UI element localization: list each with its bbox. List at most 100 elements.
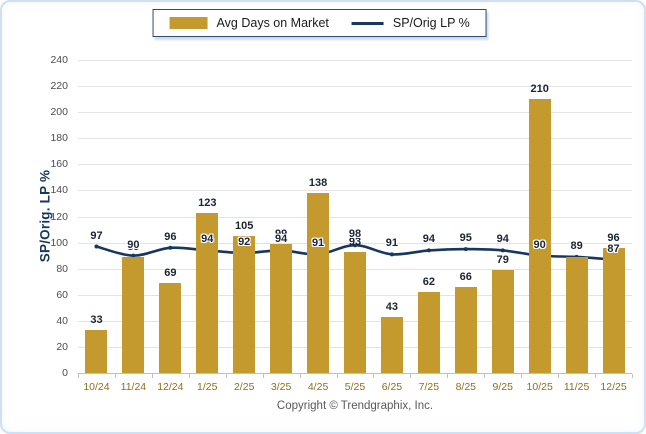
bar-3/25	[270, 243, 293, 373]
x-axis-tickmark	[632, 374, 633, 378]
y-tick-label-80: 80	[56, 262, 68, 275]
x-axis-tickmark	[558, 374, 560, 378]
line-value-label-8/25: 95	[459, 232, 472, 245]
bar-12/25	[602, 247, 625, 373]
x-axis-tickmark	[521, 374, 523, 378]
gridline-120	[78, 216, 632, 218]
bar-2/25	[233, 236, 256, 373]
gridline-240	[78, 60, 632, 61]
x-axis-tickmark	[484, 374, 486, 378]
y-tick-label-200: 200	[50, 106, 68, 119]
line-point-11/24	[131, 253, 136, 258]
bar-6/25	[380, 316, 403, 373]
line-point-8/25	[463, 247, 468, 252]
line-value-label-11/25: 89	[570, 239, 583, 252]
bar-10/24	[85, 329, 108, 373]
line-value-label-12/25: 87	[607, 242, 620, 255]
line-value-label-11/24: 90	[127, 238, 140, 251]
x-tick-label-2/25: 2/25	[233, 381, 255, 393]
bar-value-label-9/25: 79	[496, 253, 509, 266]
y-tick-label-20: 20	[56, 340, 68, 353]
line-series-label: SP/Orig LP %	[392, 16, 470, 30]
x-tick-label-12/25: 12/25	[600, 381, 627, 393]
y-tick-label-60: 60	[56, 288, 68, 301]
bar-5/25	[344, 251, 366, 373]
line-value-label-2/25: 92	[238, 236, 251, 249]
line-value-label-4/25: 91	[311, 237, 325, 250]
bar-value-label-10/24: 33	[90, 313, 103, 326]
x-tick-label-7/25: 7/25	[418, 381, 440, 393]
line-value-label-5/25: 98	[348, 228, 362, 241]
x-tick-label-4/25: 4/25	[307, 381, 329, 393]
line-value-label-9/25: 94	[496, 233, 509, 246]
bar-11/24	[122, 256, 145, 373]
plot-area: 33 89 69 123 105 99 138 93 43 62 66 79 210 89 96 97 90 96…	[78, 60, 632, 374]
x-tick-label-1/25: 1/25	[197, 381, 218, 393]
bar-series-label: Avg Days on Market	[216, 16, 329, 30]
x-tick-label-8/25: 8/25	[455, 381, 477, 393]
bar-7/25	[417, 292, 440, 373]
line-value-label-12/24: 96	[164, 230, 177, 243]
y-tick-label-100: 100	[50, 236, 68, 249]
x-axis-tickmark	[114, 374, 116, 378]
gridline-160	[78, 164, 632, 166]
bar-value-label-10/25: 210	[530, 83, 549, 96]
x-axis-tickmark	[299, 374, 301, 378]
x-tick-label-12/24: 12/24	[157, 381, 184, 393]
line-series-swatch-icon	[351, 21, 384, 25]
bar-8/25	[454, 286, 477, 373]
x-axis-tickmark	[225, 374, 227, 378]
bar-9/25	[491, 269, 514, 373]
line-value-label-7/25: 94	[422, 233, 435, 246]
line-point-7/25	[426, 248, 431, 253]
x-tick-label-5/25: 5/25	[344, 381, 366, 393]
line-point-5/25	[353, 243, 357, 248]
y-tick-label-120: 120	[50, 210, 68, 223]
bar-1/25	[196, 212, 219, 373]
x-axis-tickmark	[410, 374, 412, 378]
line-value-label-10/25: 90	[533, 238, 546, 251]
x-axis-tickmark	[336, 374, 338, 378]
bar-value-label-7/25: 62	[422, 276, 435, 289]
bar-11/25	[565, 256, 588, 373]
line-point-12/24	[168, 245, 173, 250]
bar-value-label-8/25: 66	[459, 270, 472, 283]
gridline-100	[78, 242, 632, 244]
gridline-220	[78, 86, 632, 88]
x-axis-tickmark	[262, 374, 264, 378]
line-value-label-3/25: 94	[275, 233, 288, 246]
line-point-6/25	[389, 252, 394, 257]
x-axis-tickmark	[447, 374, 449, 378]
bar-12/24	[159, 283, 182, 373]
bar-10/25	[528, 99, 551, 373]
x-tick-label-6/25: 6/25	[381, 381, 403, 393]
line-point-10/24	[94, 244, 99, 249]
bar-value-label-6/25: 43	[385, 300, 399, 313]
x-axis-tickmark	[373, 374, 375, 378]
line-point-9/25	[500, 248, 505, 253]
bar-value-label-4/25: 138	[308, 177, 328, 190]
x-tick-label-3/25: 3/25	[270, 381, 292, 393]
y-axis-tick-labels: 0 20 40 60 80 100 120 140 160 180 200 220 240	[0, 54, 72, 379]
y-tick-label-160: 160	[50, 158, 68, 171]
x-axis-tickmark	[188, 374, 190, 378]
x-tick-label-10/24: 10/24	[83, 381, 110, 393]
bar-4/25	[307, 193, 330, 373]
y-tick-label-140: 140	[50, 184, 68, 197]
x-axis-tick-labels: 10/24 11/24 12/24 1/25 2/25 3/25 4/25 5/25 6/25 7…	[78, 374, 633, 398]
bar-value-label-2/25: 105	[235, 220, 254, 233]
line-value-label-10/24: 97	[90, 229, 103, 242]
x-tick-label-10/25: 10/25	[526, 381, 553, 393]
x-axis-tickmark	[595, 374, 597, 378]
bar-value-label-12/24: 69	[164, 267, 177, 280]
bar-series-swatch-icon	[169, 17, 208, 29]
y-tick-label-220: 220	[50, 80, 68, 93]
line-value-label-6/25: 91	[385, 237, 399, 250]
y-tick-label-240: 240	[50, 54, 68, 66]
x-tick-label-11/25: 11/25	[563, 381, 590, 393]
bar-value-label-3/25: 99	[275, 227, 288, 240]
y-tick-label-180: 180	[50, 132, 68, 145]
line-value-label-1/25: 94	[201, 233, 214, 246]
x-tick-label-11/24: 11/24	[120, 381, 147, 393]
